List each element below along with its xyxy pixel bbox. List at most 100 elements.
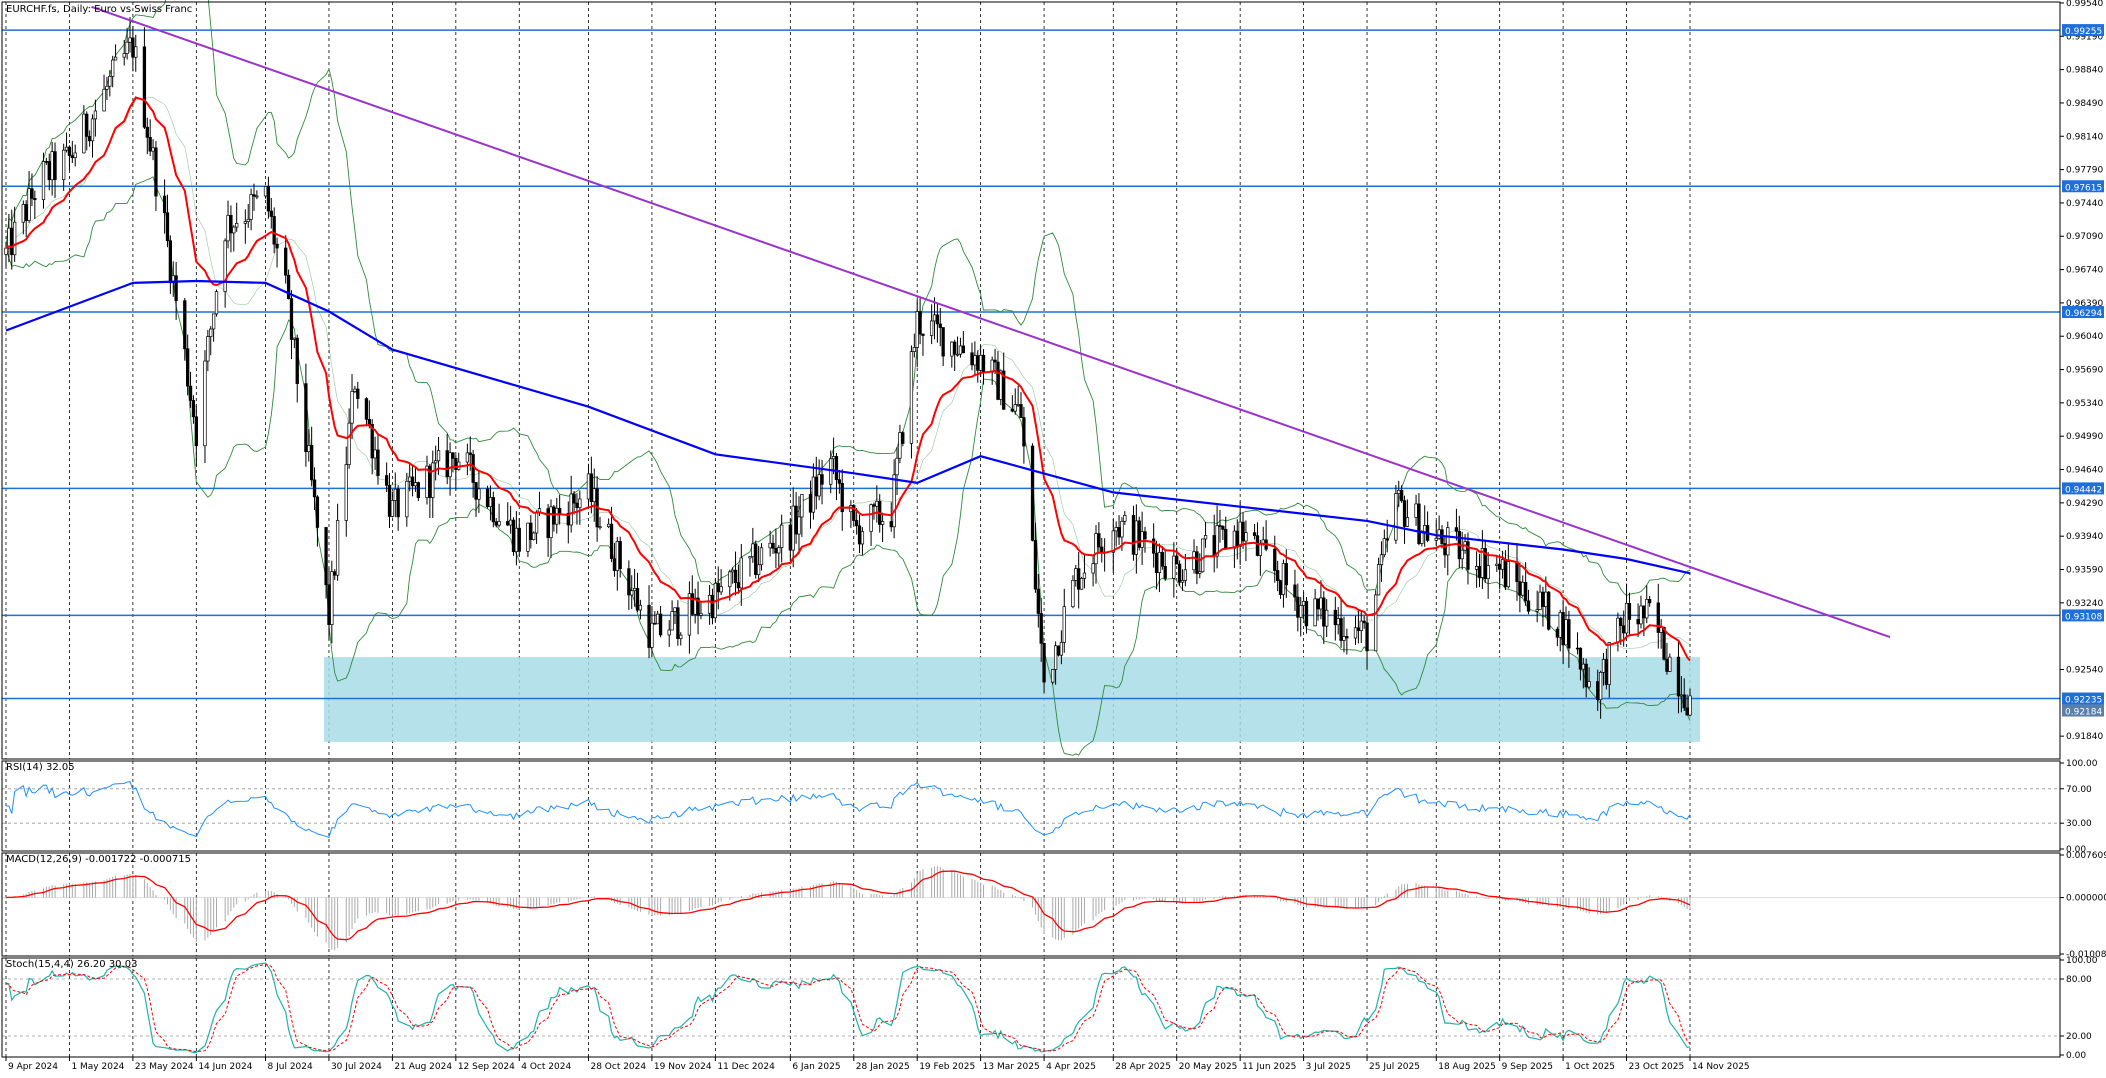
candle-body — [555, 507, 559, 525]
candle-body — [1402, 500, 1407, 527]
candle-body — [511, 519, 516, 553]
rsi-tick-label: 30.00 — [2066, 819, 2092, 829]
candle-body — [1495, 563, 1499, 566]
candle-body — [1538, 591, 1542, 610]
current-price-label: 0.92184 — [2065, 708, 2102, 718]
candle-body — [229, 214, 233, 234]
candles — [4, 17, 1692, 719]
candle-body — [592, 488, 596, 503]
candle-body — [808, 494, 813, 513]
candle-body — [436, 450, 441, 462]
candle-body — [232, 226, 236, 234]
candle-body — [13, 221, 17, 256]
candle-body — [615, 541, 619, 571]
level-price-label: 0.99255 — [2065, 27, 2102, 37]
candle-body — [1212, 535, 1216, 557]
macd-signal-line — [5, 870, 1691, 941]
candle-body — [1322, 597, 1326, 627]
candle-body — [612, 558, 617, 571]
sub-panel-frame — [1, 957, 2061, 1058]
trendline-layer[interactable] — [91, 5, 1891, 639]
candle-body — [451, 452, 455, 459]
candle-body — [1679, 694, 1683, 697]
candle-body — [344, 464, 348, 521]
price-tick-label: 0.97090 — [2066, 232, 2103, 242]
candle-body — [1474, 566, 1479, 570]
candle-body — [1353, 627, 1358, 639]
sub-panel-frame — [1, 760, 2061, 852]
candle-body — [788, 524, 792, 551]
candle-body — [335, 520, 340, 576]
candle-body — [1198, 571, 1202, 574]
level-price-tag — [2062, 482, 2104, 495]
candle-body — [188, 385, 193, 401]
candle-body — [892, 474, 896, 528]
candle-body — [1624, 603, 1629, 634]
candle-body — [1668, 656, 1672, 672]
price-tick-label: 0.96040 — [2066, 332, 2103, 342]
current-price-tag — [2062, 704, 2104, 717]
rsi-tick-label: 100.00 — [2066, 759, 2098, 769]
candle-body — [759, 547, 764, 566]
candle-body — [1636, 619, 1640, 625]
candle-body — [434, 460, 438, 464]
candle-body — [356, 388, 360, 399]
candle-body — [246, 218, 250, 222]
axes: 0.99540 0.99190 0.98840 0.98490 0.98140 0.977… — [5, 0, 2106, 1072]
candle-body — [716, 582, 720, 593]
candle-body — [557, 507, 562, 514]
candle-body — [390, 500, 395, 517]
candle-body — [50, 151, 54, 181]
price-tick-label: 0.98140 — [2066, 132, 2103, 142]
candle-body — [820, 474, 824, 485]
candle-body — [1584, 663, 1588, 688]
price-tick-label: 0.93590 — [2066, 566, 2103, 576]
candle-body — [834, 456, 839, 480]
candle-body — [494, 521, 498, 526]
candle-body — [1558, 612, 1562, 638]
candle-body — [108, 76, 112, 87]
candle-body — [857, 525, 862, 545]
candle-body — [1682, 694, 1686, 709]
candle-body — [413, 482, 418, 487]
candle-body — [1607, 642, 1611, 685]
ma-fast-line — [5, 96, 1691, 662]
candle-body — [1053, 645, 1058, 670]
rsi-title: RSI(14) 32.05 — [6, 762, 75, 773]
date-tick-label: 4 Apr 2025 — [1046, 1062, 1096, 1072]
candle-body — [751, 543, 755, 558]
candle-body — [1575, 647, 1580, 650]
candle-body — [209, 328, 213, 337]
candle-body — [1114, 527, 1118, 532]
price-tick-label: 0.96740 — [2066, 266, 2103, 276]
candle-body — [831, 456, 836, 460]
candle-body — [814, 476, 818, 497]
candle-body — [102, 88, 106, 112]
candle-body — [125, 41, 129, 54]
candle-body — [1258, 543, 1262, 556]
candle-body — [21, 204, 25, 223]
candle-body — [976, 355, 980, 371]
candle-body — [1601, 659, 1606, 673]
date-tick-label: 9 Apr 2024 — [8, 1062, 58, 1072]
level-price-label: 0.94442 — [2065, 485, 2102, 495]
candle-body — [24, 204, 28, 221]
level-price-tag — [2062, 180, 2104, 193]
candle-body — [292, 337, 297, 340]
candle-body — [1385, 538, 1389, 541]
candle-body — [800, 494, 804, 518]
date-tick-label: 6 Jan 2025 — [792, 1062, 840, 1072]
price-tick-label: 0.98490 — [2066, 99, 2103, 109]
candle-body — [1082, 572, 1087, 579]
date-tick-label: 28 Apr 2025 — [1115, 1062, 1171, 1072]
candle-body — [286, 274, 291, 299]
candle-body — [993, 359, 997, 363]
candle-body — [333, 571, 337, 576]
candle-body — [1056, 645, 1061, 656]
candle-body — [1177, 563, 1182, 583]
ma-slow-line — [5, 279, 1691, 575]
candle-body — [797, 516, 801, 535]
candle-body — [872, 504, 876, 507]
